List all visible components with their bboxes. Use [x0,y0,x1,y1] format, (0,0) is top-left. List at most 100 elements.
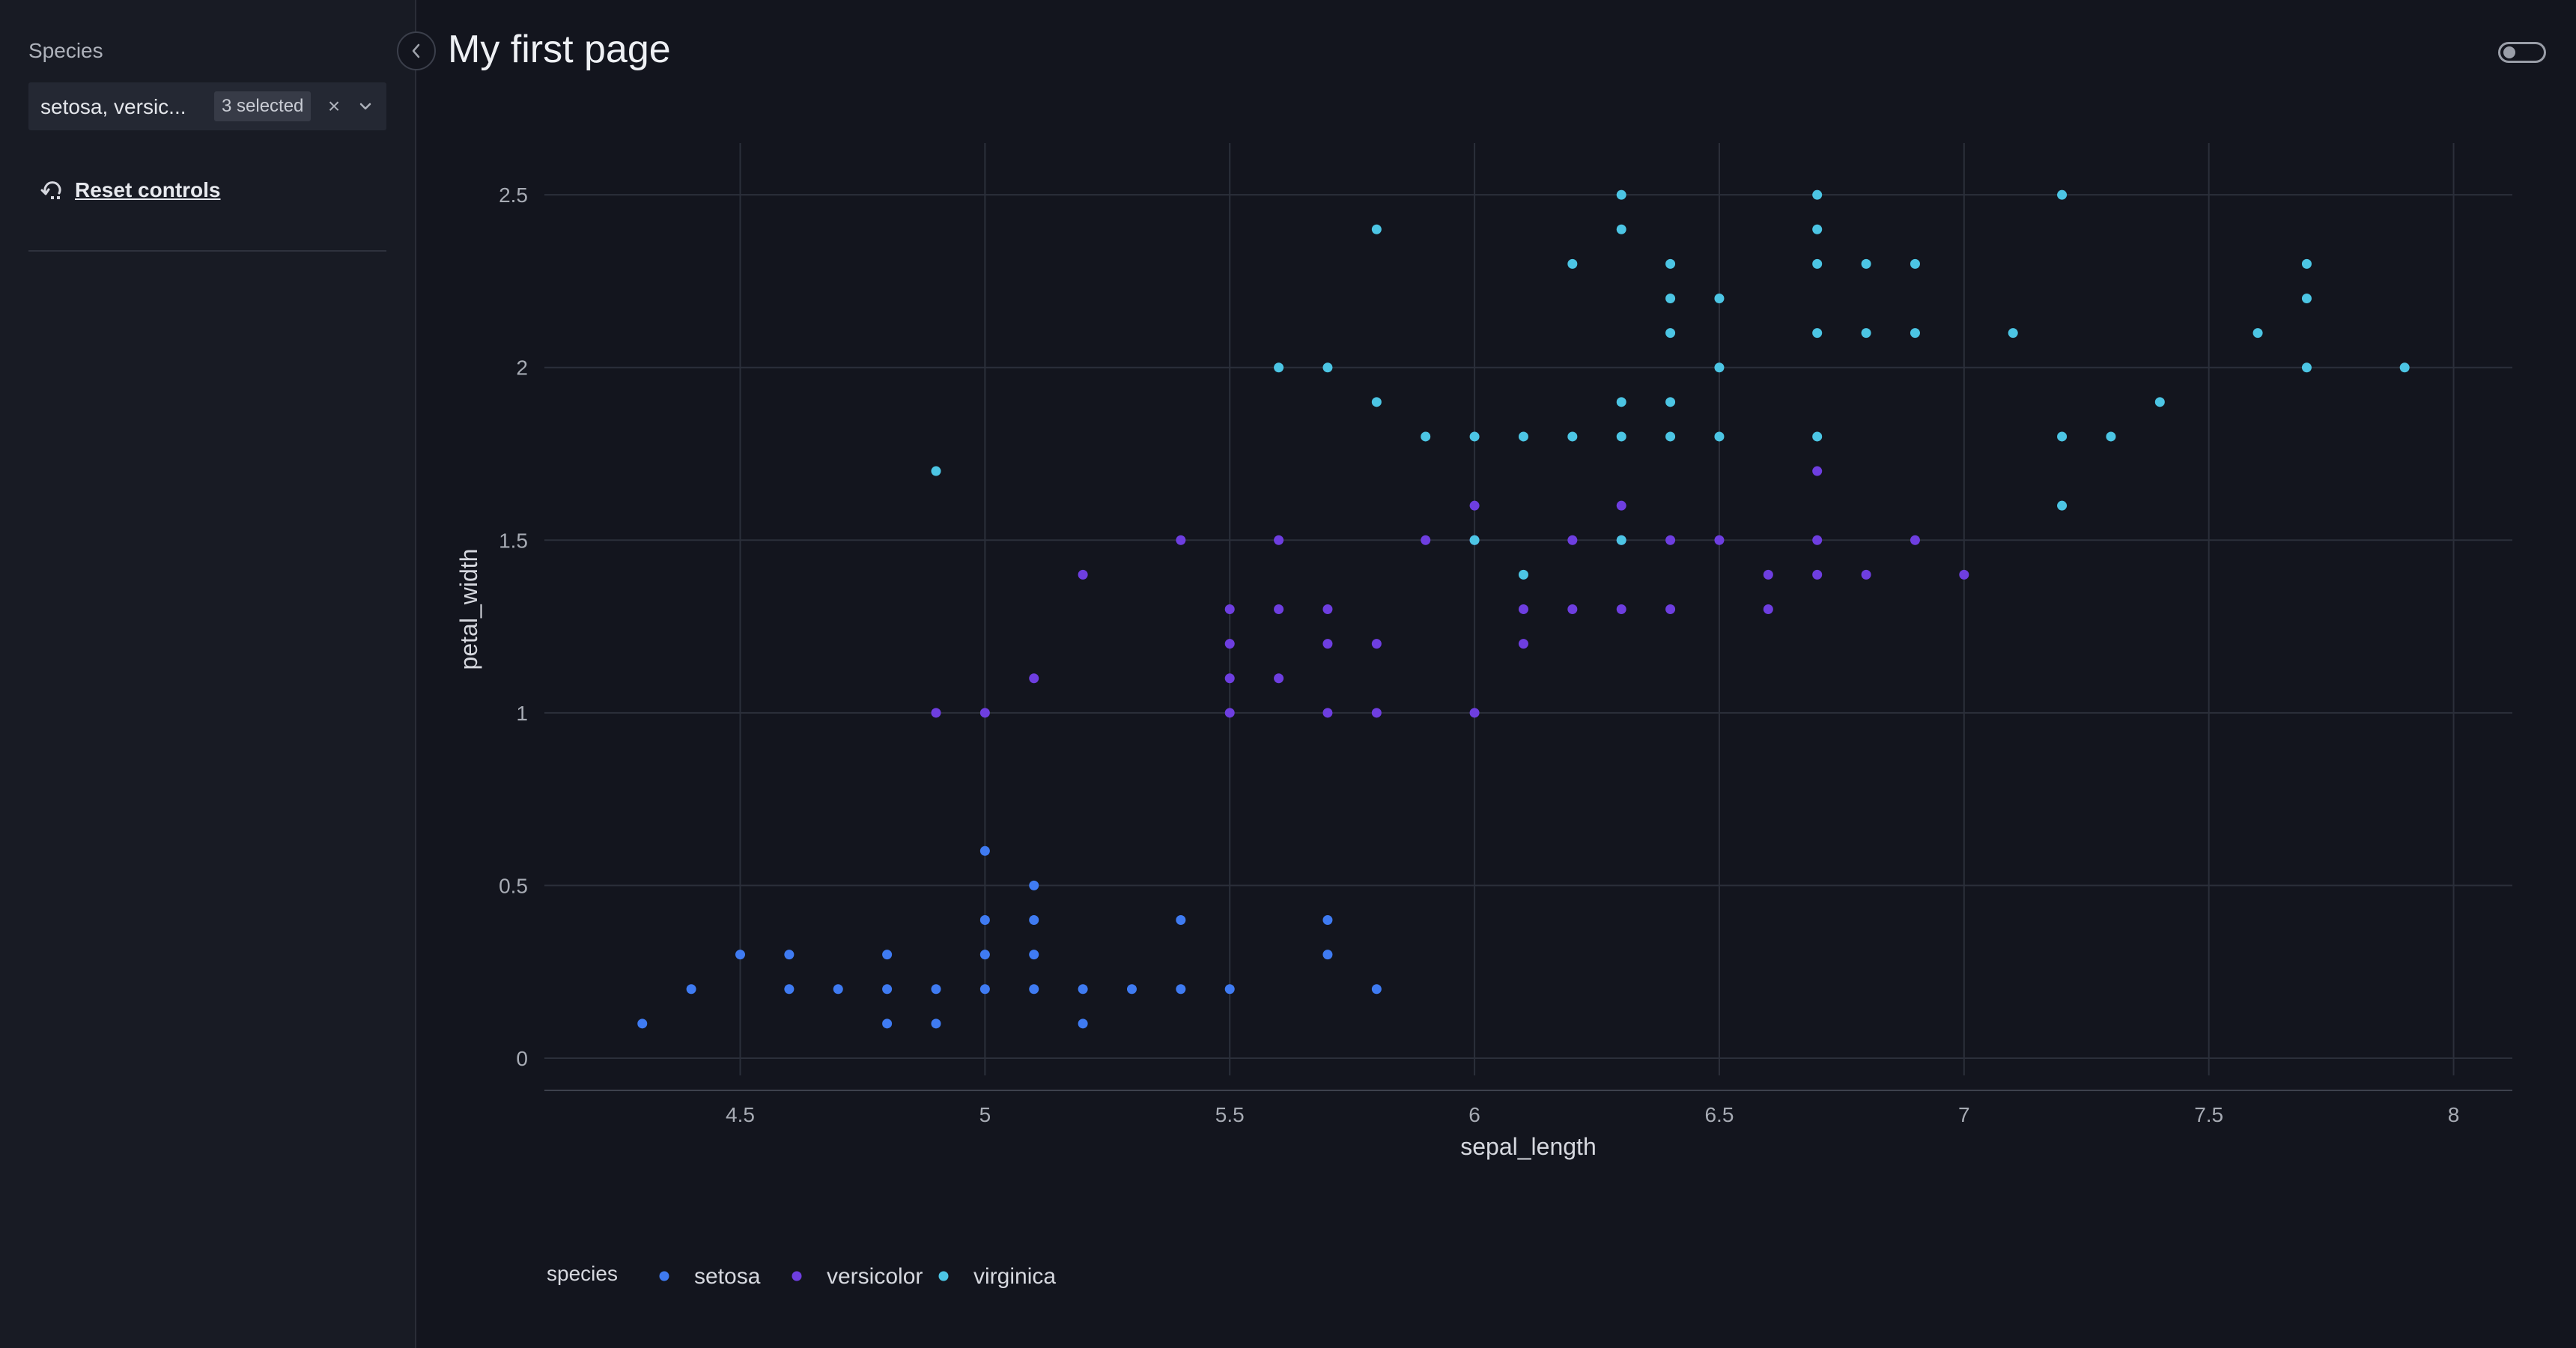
sidebar-divider [28,250,386,252]
data-point-virginica [2057,189,2068,200]
data-point-versicolor [1322,639,1333,649]
page-title: My first page [448,28,671,71]
data-point-virginica [2399,362,2410,373]
data-point-versicolor [1861,569,1871,580]
data-point-virginica [2301,362,2312,373]
data-point-virginica [1469,535,1480,545]
data-point-versicolor [1469,500,1480,511]
x-tick-label: 6.5 [1704,1103,1734,1126]
scatter-chart: 4.5 5 5.5 6 6.5 7 7.5 8 0 0.5 1 1.5 2 2.5 sepal_length… [455,143,2512,1289]
data-point-setosa [784,984,795,995]
data-point-virginica [1861,328,1871,338]
data-point-virginica [1812,189,1823,200]
data-point-versicolor [1714,535,1725,545]
data-point-virginica [1665,397,1676,407]
data-point-versicolor [1469,708,1480,718]
data-point-setosa [686,984,696,995]
legend-marker-setosa [659,1271,669,1281]
data-point-virginica [1665,294,1676,303]
data-point-virginica [2301,294,2312,303]
data-point-versicolor [1224,673,1235,684]
multiselect-value: setosa, versic... [40,95,186,118]
data-point-versicolor [1322,604,1333,614]
data-point-versicolor [1812,466,1823,476]
data-point-setosa [882,1018,893,1029]
data-point-virginica [1812,258,1823,269]
data-point-versicolor [1274,535,1284,545]
data-point-virginica [1714,431,1725,442]
data-point-versicolor [1616,500,1626,511]
legend-label-virginica: virginica [973,1264,1056,1289]
reset-icon [40,181,61,199]
data-point-versicolor [1274,673,1284,684]
data-point-virginica [1616,535,1626,545]
data-point-versicolor [1224,708,1235,718]
data-point-virginica [2057,500,2068,511]
chevron-left-icon [412,43,420,58]
data-point-setosa [1176,915,1186,925]
legend-marker-versicolor [792,1271,802,1281]
data-point-virginica [1322,362,1333,373]
data-point-versicolor [1665,604,1676,614]
x-axis-label: sepal_length [1460,1133,1596,1160]
y-tick-label: 2 [516,356,528,380]
data-point-setosa [1322,950,1333,960]
data-point-setosa [833,984,843,995]
reset-controls-button[interactable]: Reset controls [39,174,221,207]
data-point-setosa [979,984,990,995]
data-point-virginica [1812,328,1823,338]
data-point-versicolor [1078,569,1088,580]
data-point-virginica [1616,224,1626,234]
data-point-virginica [1665,431,1676,442]
legend-marker-virginica [938,1271,949,1281]
data-point-setosa [735,950,745,960]
collapse-sidebar-button[interactable] [397,31,436,70]
data-point-setosa [1029,984,1039,995]
data-point-versicolor [1371,708,1382,718]
data-point-setosa [979,845,990,856]
x-tick-label: 5 [979,1103,991,1126]
data-point-setosa [1371,984,1382,995]
data-point-virginica [2253,328,2263,338]
data-point-versicolor [1224,639,1235,649]
data-point-virginica [1567,258,1578,269]
data-point-virginica [1274,362,1284,373]
data-point-virginica [2106,431,2116,442]
reset-controls-label: Reset controls [75,178,221,201]
y-tick-label: 1.5 [499,529,528,552]
data-point-setosa [931,984,941,995]
data-point-versicolor [1322,708,1333,718]
data-point-versicolor [1763,604,1773,614]
data-point-versicolor [979,708,990,718]
data-point-versicolor [1567,604,1578,614]
data-point-versicolor [1518,639,1528,649]
clear-selection-button[interactable]: × [327,94,341,118]
selected-count-badge: 3 selected [214,91,312,121]
y-tick-label: 1 [516,702,528,725]
data-point-versicolor [1616,604,1626,614]
data-point-virginica [931,466,941,476]
data-point-setosa [979,915,990,925]
theme-toggle[interactable] [2498,42,2546,63]
data-point-virginica [1665,328,1676,338]
data-point-versicolor [1029,673,1039,684]
data-point-versicolor [931,708,941,718]
data-point-virginica [2301,258,2312,269]
y-tick-label: 2.5 [499,183,528,207]
data-point-virginica [1714,294,1725,303]
x-tick-label: 7.5 [2194,1103,2223,1126]
data-point-setosa [1029,880,1039,890]
data-point-virginica [1616,431,1626,442]
chevron-down-icon[interactable] [352,93,379,120]
x-tick-label: 5.5 [1215,1103,1245,1126]
data-point-versicolor [1665,535,1676,545]
y-axis-label: petal_width [455,549,482,670]
data-point-versicolor [1371,639,1382,649]
data-point-virginica [2008,328,2018,338]
data-point-setosa [931,1018,941,1029]
data-point-virginica [1910,328,1920,338]
data-point-setosa [979,950,990,960]
data-point-virginica [1910,258,1920,269]
data-point-virginica [1812,431,1823,442]
species-multiselect[interactable]: setosa, versic... 3 selected × [28,82,386,130]
